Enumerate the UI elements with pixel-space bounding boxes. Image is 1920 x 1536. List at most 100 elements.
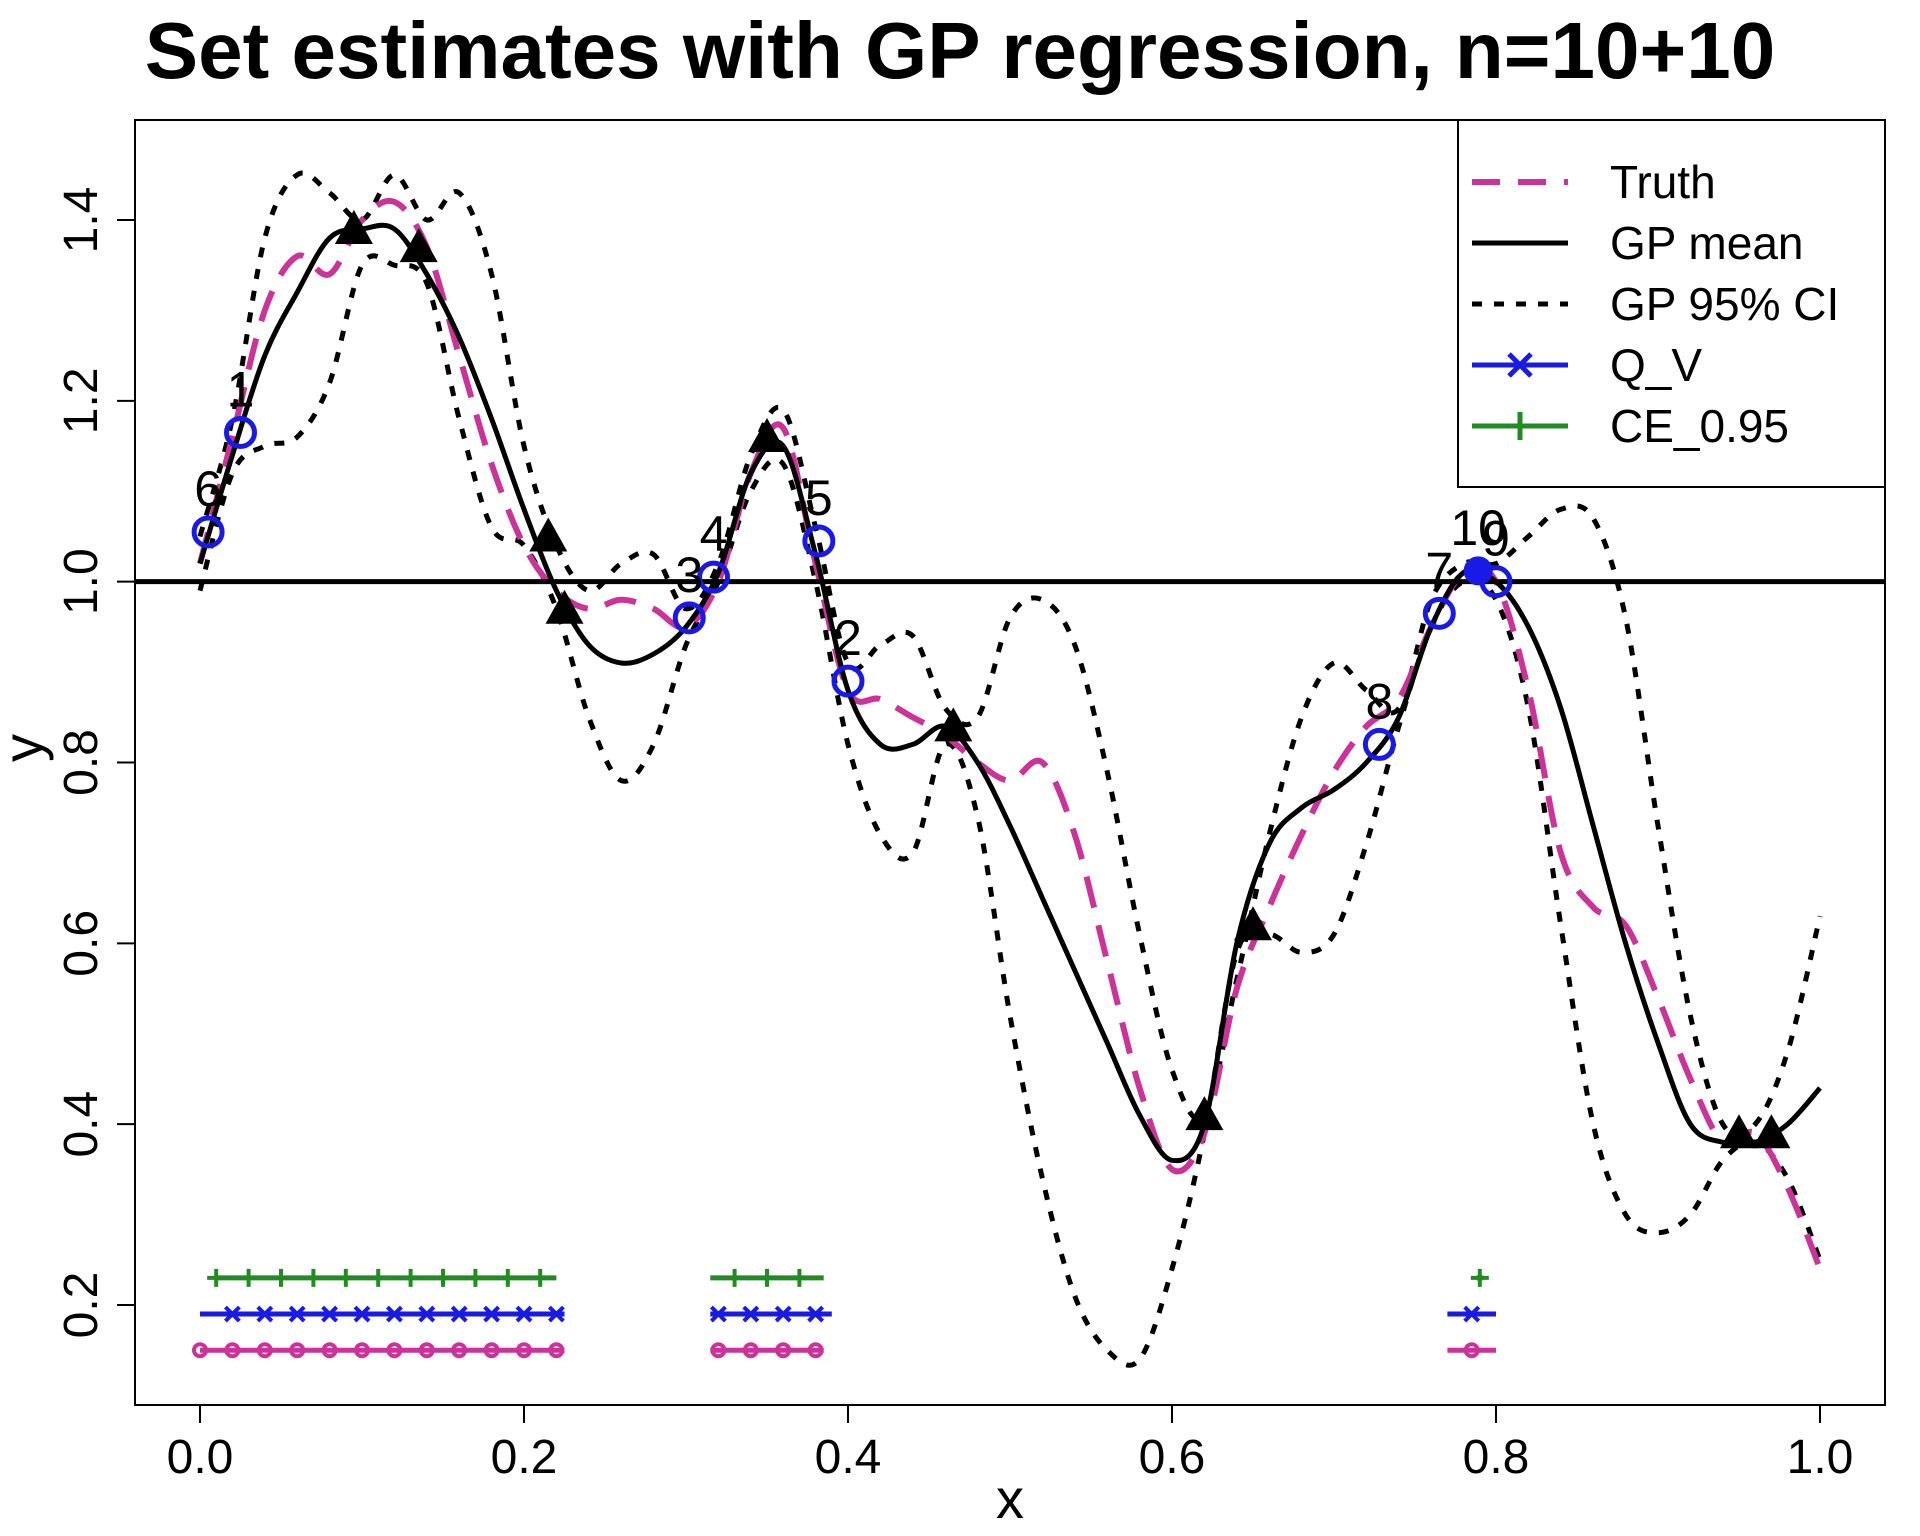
set-estimate-marker-q-v bbox=[774, 1305, 792, 1323]
y-tick-label: 0.4 bbox=[55, 1091, 108, 1158]
set-estimate-marker-ce-0-95 bbox=[498, 1268, 517, 1287]
y-tick-label: 1.0 bbox=[55, 548, 108, 615]
sequential-point-3 bbox=[672, 601, 706, 635]
set-estimate-marker-q-v bbox=[353, 1305, 371, 1323]
sequential-point-2 bbox=[831, 664, 865, 698]
chart-title: Set estimates with GP regression, n=10+1… bbox=[145, 6, 1775, 95]
initial-design-triangle bbox=[748, 418, 786, 452]
legend-label-ce-0-95: CE_0.95 bbox=[1610, 400, 1789, 452]
sequential-point-8 bbox=[1362, 727, 1396, 761]
set-estimate-marker-vorob-ev bbox=[1463, 1342, 1480, 1359]
sequential-point-label: 1 bbox=[227, 361, 255, 417]
sequential-point-1 bbox=[224, 415, 257, 449]
initial-design-triangle bbox=[1752, 1114, 1791, 1149]
set-estimate-marker-vorob-ev bbox=[256, 1342, 273, 1359]
set-estimate-marker-q-v bbox=[256, 1305, 274, 1323]
set-estimate-marker-ce-0-95 bbox=[369, 1268, 388, 1287]
series-line-gp-mean bbox=[197, 222, 1822, 1164]
x-tick-label: 0.2 bbox=[491, 1431, 558, 1484]
sequential-point-label: 4 bbox=[700, 506, 728, 562]
initial-design-triangle bbox=[1720, 1114, 1758, 1149]
set-estimate-marker-ce-0-95 bbox=[304, 1268, 323, 1287]
sequential-point-label: 2 bbox=[834, 610, 862, 666]
initial-design-triangle bbox=[934, 707, 973, 742]
y-axis-label: y bbox=[0, 734, 54, 762]
legend-label-truth: Truth bbox=[1610, 156, 1716, 208]
set-estimate-marker-vorob-ev bbox=[807, 1342, 824, 1359]
set-estimate-marker-ce-0-95 bbox=[207, 1268, 226, 1287]
set-estimate-marker-q-v bbox=[385, 1305, 403, 1323]
legend-label-q-v: Q_V bbox=[1610, 339, 1702, 391]
set-estimate-marker-q-v bbox=[223, 1305, 241, 1323]
sequential-point-label: 5 bbox=[805, 470, 833, 526]
sequential-point-10 bbox=[1463, 556, 1493, 586]
y-tick-label: 0.8 bbox=[55, 729, 108, 796]
set-estimate-marker-ce-0-95 bbox=[758, 1268, 776, 1287]
set-estimate-marker-q-v bbox=[483, 1305, 501, 1323]
set-estimate-marker-ce-0-95 bbox=[466, 1268, 485, 1287]
set-estimate-marker-q-v bbox=[515, 1305, 533, 1323]
set-estimate-marker-ce-0-95 bbox=[531, 1268, 550, 1287]
set-estimate-marker-ce-0-95 bbox=[272, 1268, 290, 1287]
initial-design-triangle bbox=[334, 210, 373, 245]
legend-label-gp-mean: GP mean bbox=[1610, 217, 1803, 269]
set-estimate-marker-vorob-ev bbox=[354, 1342, 370, 1359]
x-axis-label: x bbox=[996, 1467, 1024, 1530]
set-estimate-marker-vorob-ev bbox=[516, 1342, 532, 1359]
set-estimate-marker-q-v bbox=[742, 1305, 760, 1323]
set-estimate-marker-q-v bbox=[321, 1305, 339, 1323]
y-tick-label: 0.6 bbox=[55, 910, 108, 977]
y-tick-label: 1.2 bbox=[55, 367, 108, 434]
set-estimate-marker-ce-0-95 bbox=[725, 1268, 744, 1287]
initial-design-triangle bbox=[1185, 1096, 1224, 1131]
set-estimate-marker-ce-0-95 bbox=[239, 1268, 258, 1287]
series-line-gp-95-ci-lower bbox=[197, 253, 1823, 1368]
set-estimate-marker-q-v bbox=[418, 1305, 436, 1323]
set-estimate-marker-vorob-ev bbox=[548, 1342, 565, 1359]
set-estimate-marker-vorob-ev bbox=[289, 1342, 306, 1359]
sequential-point-label: 7 bbox=[1425, 542, 1453, 598]
sequential-point-label: 8 bbox=[1365, 673, 1393, 729]
initial-design-triangle bbox=[399, 228, 438, 263]
set-estimate-marker-vorob-ev bbox=[775, 1342, 792, 1359]
set-estimate-marker-q-v bbox=[1463, 1305, 1481, 1323]
x-tick-label: 0.4 bbox=[815, 1431, 882, 1484]
sequential-point-7 bbox=[1422, 596, 1456, 630]
set-estimate-marker-vorob-ev bbox=[224, 1342, 241, 1359]
set-estimate-marker-ce-0-95 bbox=[434, 1268, 452, 1287]
legend-label-gp-95-ci: GP 95% CI bbox=[1610, 278, 1839, 330]
set-estimate-marker-vorob-ev bbox=[451, 1342, 468, 1359]
set-estimate-marker-vorob-ev bbox=[483, 1342, 500, 1359]
set-estimate-marker-ce-0-95 bbox=[336, 1268, 355, 1287]
initial-design-triangle bbox=[1234, 906, 1272, 941]
sequential-point-label: 3 bbox=[675, 547, 703, 603]
set-estimate-marker-vorob-ev bbox=[742, 1342, 759, 1359]
set-estimate-marker-ce-0-95 bbox=[401, 1268, 420, 1287]
curves-group bbox=[135, 170, 1885, 1368]
x-tick-label: 0.6 bbox=[1139, 1431, 1206, 1484]
set-estimate-marker-q-v bbox=[450, 1305, 468, 1323]
set-estimate-marker-vorob-ev bbox=[386, 1342, 403, 1359]
sequential-point-label: 9 bbox=[1482, 511, 1510, 567]
set-estimate-marker-vorob-ev bbox=[192, 1342, 208, 1359]
x-tick-label: 0.0 bbox=[167, 1431, 234, 1484]
x-tick-label: 1.0 bbox=[1787, 1431, 1854, 1484]
set-estimate-marker-q-v bbox=[288, 1305, 306, 1323]
initial-design-triangle bbox=[529, 517, 568, 552]
legend: Truth GP mean GP 95% CI Q_V CE_0.95 bbox=[1457, 119, 1886, 488]
legend-marker-q-v bbox=[1507, 352, 1533, 378]
set-estimate-marker-vorob-ev bbox=[321, 1342, 338, 1359]
set-estimate-marker-q-v bbox=[807, 1305, 825, 1323]
set-estimate-marker-vorob-ev bbox=[418, 1342, 435, 1359]
sequential-point-label: 10 bbox=[1450, 500, 1506, 556]
sequential-point-4 bbox=[697, 560, 731, 594]
set-estimate-marker-q-v bbox=[709, 1305, 727, 1323]
y-tick-label: 1.4 bbox=[55, 187, 108, 254]
x-tick-label: 0.8 bbox=[1463, 1431, 1530, 1484]
plot-area: 0.0 0.2 0.4 0.6 0.8 1.0 0.2 0.4 0.6 0.8 1.0 1.2 1.4 1… bbox=[55, 119, 1886, 1484]
set-estimate-marker-ce-0-95 bbox=[790, 1268, 809, 1287]
set-estimate-marker-vorob-ev bbox=[710, 1342, 727, 1359]
sequential-point-5 bbox=[802, 524, 836, 558]
sequential-point-label: 6 bbox=[194, 461, 222, 517]
